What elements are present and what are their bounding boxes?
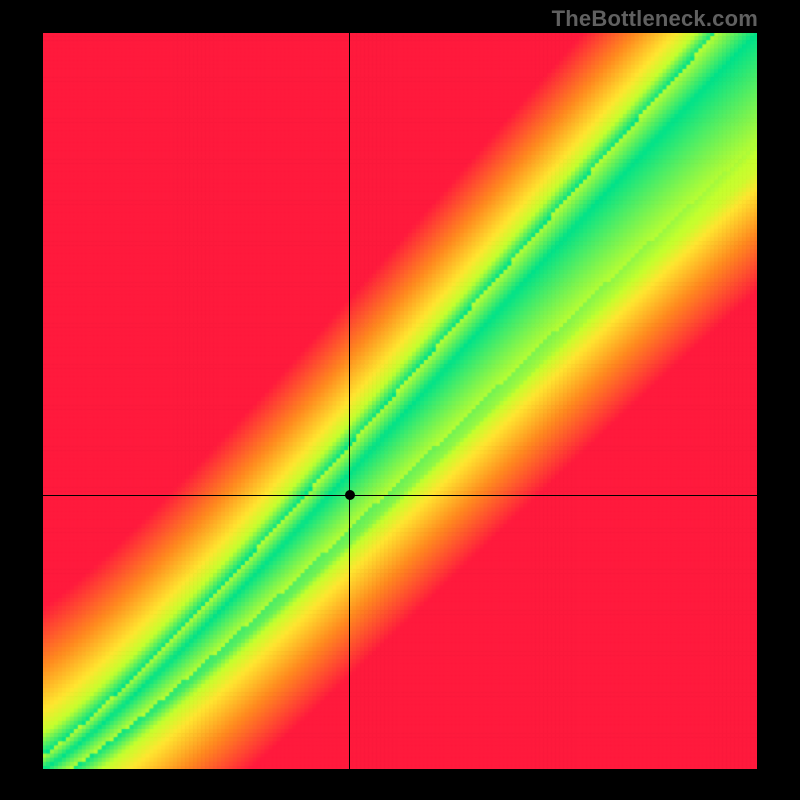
crosshair-horizontal — [42, 495, 758, 496]
chart-container: TheBottleneck.com — [0, 0, 800, 800]
crosshair-vertical — [349, 32, 350, 770]
plot-border — [42, 32, 758, 770]
watermark-text: TheBottleneck.com — [552, 6, 758, 32]
